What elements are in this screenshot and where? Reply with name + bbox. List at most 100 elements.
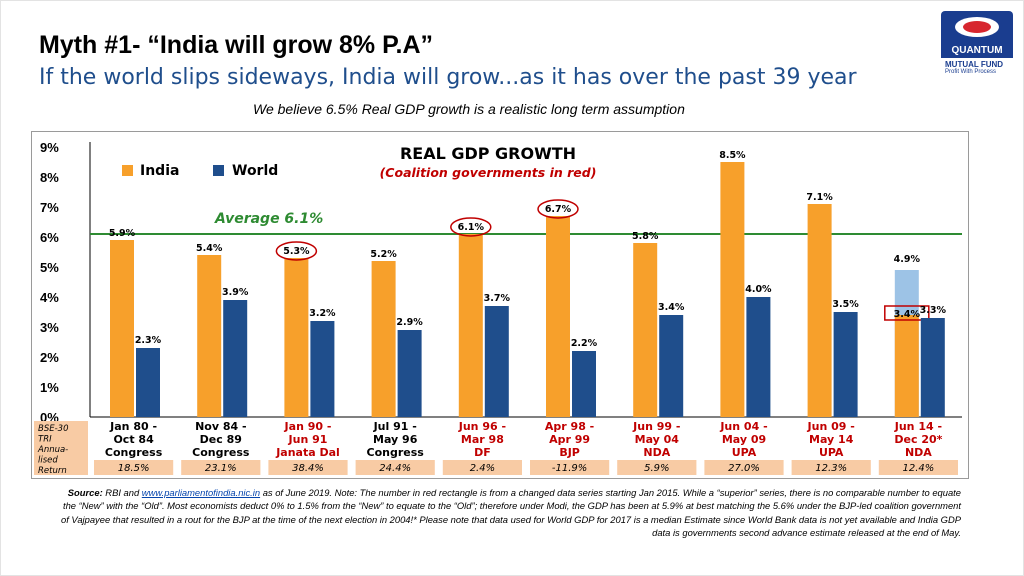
return-row-label: TRI <box>38 435 52 445</box>
bar-india <box>110 240 134 417</box>
return-value: 5.9% <box>644 463 669 474</box>
bar-india <box>546 216 570 417</box>
y-tick-label: 4% <box>40 290 59 305</box>
return-cell <box>94 460 174 475</box>
return-row-label-bg <box>34 421 88 475</box>
return-cell <box>355 460 435 475</box>
return-cell <box>181 460 261 475</box>
return-value: 2.4% <box>470 463 495 474</box>
bar-world <box>659 315 684 417</box>
y-tick-label: 5% <box>40 260 59 275</box>
bar-label-india: 5.8% <box>632 231 659 242</box>
y-tick-label: 3% <box>40 320 59 335</box>
bar-india <box>807 204 832 417</box>
bar-label-india: 7.1% <box>806 192 833 203</box>
chart-title: REAL GDP GROWTH <box>400 144 576 163</box>
bar-label-world: 3.3% <box>920 305 947 316</box>
bar-world <box>833 312 858 417</box>
category-period-start: Jul 91 - <box>373 420 417 433</box>
return-value: 38.4% <box>292 463 324 474</box>
bar-india <box>371 261 396 417</box>
bar-label-world: 3.2% <box>309 308 336 319</box>
category-period-start: Jun 14 - <box>894 420 942 433</box>
average-label: Average 6.1% <box>214 211 323 227</box>
logo-name: QUANTUM <box>941 43 1013 58</box>
coalition-circle <box>275 241 318 261</box>
bar-world <box>136 348 160 417</box>
category-party: Congress <box>192 446 250 459</box>
category-period-start: Jun 09 - <box>807 420 855 433</box>
category-period-start: Jun 96 - <box>458 420 506 433</box>
bar-label-world: 3.7% <box>484 293 511 304</box>
category-period-start: Jun 99 - <box>632 420 680 433</box>
legend-label-world: World <box>232 163 278 179</box>
category-party: UPA <box>732 446 757 459</box>
legend-swatch-world <box>213 165 224 176</box>
coalition-circle <box>537 199 579 219</box>
category-period-end: Dec 20* <box>894 433 942 446</box>
category-period-end: Apr 99 <box>549 433 590 446</box>
bar-world <box>746 297 771 417</box>
category-period-end: May 04 <box>635 433 680 446</box>
source-text-2: as of June 2019. Note: The number in red… <box>61 487 961 539</box>
category-party: DF <box>474 446 491 459</box>
category-party: Congress <box>105 446 163 459</box>
y-tick-label: 6% <box>40 230 59 245</box>
return-value: 27.0% <box>728 463 760 474</box>
bar-label-india-old: 4.9% <box>894 254 921 265</box>
source-link[interactable]: www.parliamentofindia.nic.in <box>141 487 261 498</box>
category-period-start: Apr 98 - <box>545 420 594 433</box>
bar-label-india: 5.9% <box>109 228 136 239</box>
return-row-label: BSE-30 <box>38 424 68 434</box>
bar-label-world: 2.9% <box>396 317 423 328</box>
category-party: BJP <box>559 446 580 459</box>
category-period-end: Mar 98 <box>461 433 504 446</box>
return-value: 18.5% <box>118 463 150 474</box>
bar-label-world: 2.2% <box>571 338 598 349</box>
return-cell <box>617 460 697 475</box>
bar-label-india: 3.4% <box>894 309 921 320</box>
bar-label-world: 3.4% <box>658 302 685 313</box>
return-value: 12.3% <box>815 463 847 474</box>
source-text-1: RBI and <box>102 487 142 498</box>
bar-label-world: 3.9% <box>222 287 249 298</box>
y-tick-label: 9% <box>40 140 59 155</box>
bar-world <box>397 330 422 417</box>
bar-world <box>920 318 945 417</box>
category-period-end: Jun 91 <box>288 433 328 446</box>
category-period-end: Oct 84 <box>113 433 154 446</box>
bar-label-world: 3.5% <box>832 299 859 310</box>
category-period-start: Jun 04 - <box>719 420 767 433</box>
return-row-label: Return <box>38 466 67 476</box>
return-row-label: lised <box>38 456 58 466</box>
category-party: NDA <box>905 446 932 459</box>
category-period-end: Dec 89 <box>200 433 242 446</box>
bar-india <box>720 162 745 417</box>
return-value: 12.4% <box>903 463 935 474</box>
bar-label-world: 2.3% <box>135 335 162 346</box>
category-party: Janata Dal <box>275 446 340 459</box>
category-period-start: Jan 90 - <box>284 420 332 433</box>
bar-label-india: 5.3% <box>283 246 310 257</box>
bar-label-world: 4.0% <box>745 284 772 295</box>
source-note: Source: RBI and www.parliamentofindia.ni… <box>61 486 961 540</box>
return-value: 23.1% <box>205 463 237 474</box>
y-tick-label: 1% <box>40 380 59 395</box>
bar-world <box>572 351 596 417</box>
bar-label-india: 6.7% <box>545 204 572 215</box>
category-period-end: May 96 <box>373 433 418 446</box>
return-value: -11.9% <box>552 463 587 474</box>
bar-world <box>310 321 335 417</box>
bar-label-india: 5.4% <box>196 243 223 254</box>
logo-swirl-icon <box>941 11 1013 43</box>
y-tick-label: 2% <box>40 350 59 365</box>
bar-india <box>633 243 658 417</box>
return-row-label: Annua- <box>37 445 68 455</box>
page-title: Myth #1- “India will grow 8% P.A” <box>39 31 434 59</box>
legend-label-india: India <box>140 163 179 179</box>
return-cell <box>530 460 610 475</box>
logo-tagline: Profit With Process <box>945 69 997 75</box>
category-period-end: May 09 <box>722 433 766 446</box>
bar-world <box>223 300 248 417</box>
